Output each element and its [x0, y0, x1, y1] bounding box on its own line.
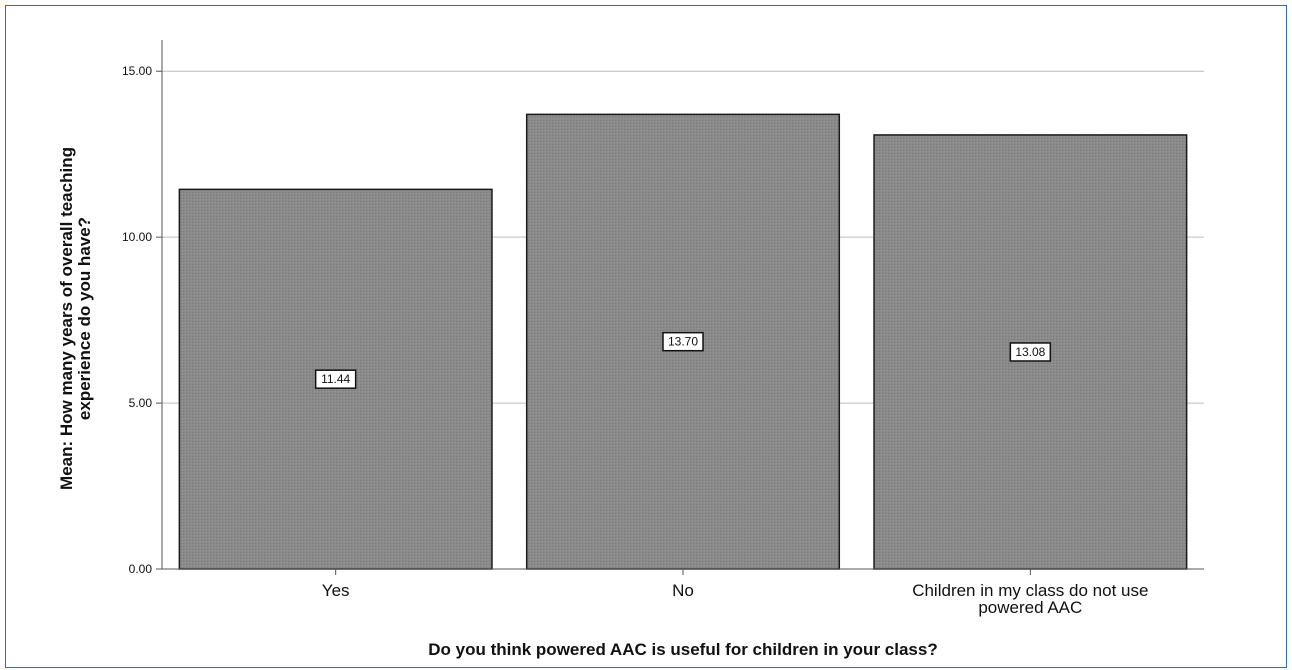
y-axis-title: experience do you have?: [75, 217, 94, 420]
y-tick-label: 0.00: [129, 562, 153, 576]
y-tick-label: 15.00: [122, 64, 152, 78]
y-tick-label: 10.00: [122, 230, 152, 244]
data-label: 11.44: [321, 372, 350, 386]
data-label: 13.08: [1015, 345, 1045, 359]
x-category-label: powered AAC: [978, 598, 1082, 617]
data-label-box: [662, 331, 704, 352]
x-category-label: No: [672, 581, 694, 600]
y-axis-title: Mean: How many years of overall teaching: [57, 147, 76, 490]
axes: [156, 40, 1204, 575]
data-label-box: [314, 369, 357, 389]
data-label: 13.70: [668, 335, 698, 349]
x-category-label: Children in my class do not use: [912, 581, 1148, 600]
y-tick-label: 5.00: [129, 396, 153, 410]
data-label-box: [1009, 342, 1052, 362]
x-axis-title: Do you think powered AAC is useful for c…: [428, 640, 937, 659]
x-category-label: Yes: [322, 581, 350, 600]
labels: 0.00 5.00 10.00 15.00 11.44 Yes 13.70 No 13.08 Ch…: [57, 64, 1148, 659]
